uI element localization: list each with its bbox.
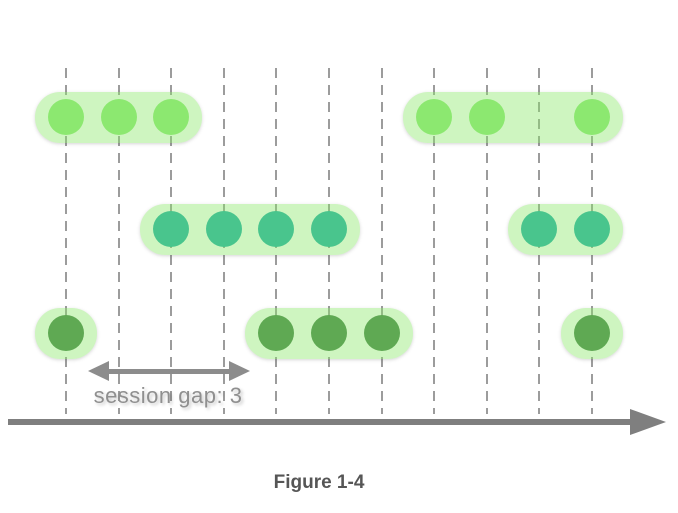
event-dot	[469, 99, 505, 135]
arrow-left-icon	[88, 361, 109, 381]
event-dot	[574, 315, 610, 351]
time-gridline	[118, 68, 120, 414]
time-gridline	[433, 68, 435, 414]
event-dot	[574, 99, 610, 135]
event-dot	[416, 99, 452, 135]
event-dot	[364, 315, 400, 351]
time-gridline	[486, 68, 488, 414]
event-dot	[258, 211, 294, 247]
time-gridline	[381, 68, 383, 414]
arrow-shaft	[105, 368, 233, 374]
time-axis	[8, 419, 632, 425]
event-dot	[311, 315, 347, 351]
event-dot	[48, 315, 84, 351]
event-dot	[101, 99, 137, 135]
session-gap-label: session gap: 3	[93, 383, 243, 408]
time-gridline	[65, 68, 67, 414]
arrow-right-icon	[229, 361, 250, 381]
event-dot	[574, 211, 610, 247]
event-dot	[521, 211, 557, 247]
event-dot	[311, 211, 347, 247]
event-dot	[153, 99, 189, 135]
figure-caption: Figure 1-4	[273, 472, 365, 493]
event-dot	[258, 315, 294, 351]
event-dot	[153, 211, 189, 247]
time-axis-arrowhead-icon	[630, 409, 666, 435]
event-dot	[48, 99, 84, 135]
event-dot	[206, 211, 242, 247]
